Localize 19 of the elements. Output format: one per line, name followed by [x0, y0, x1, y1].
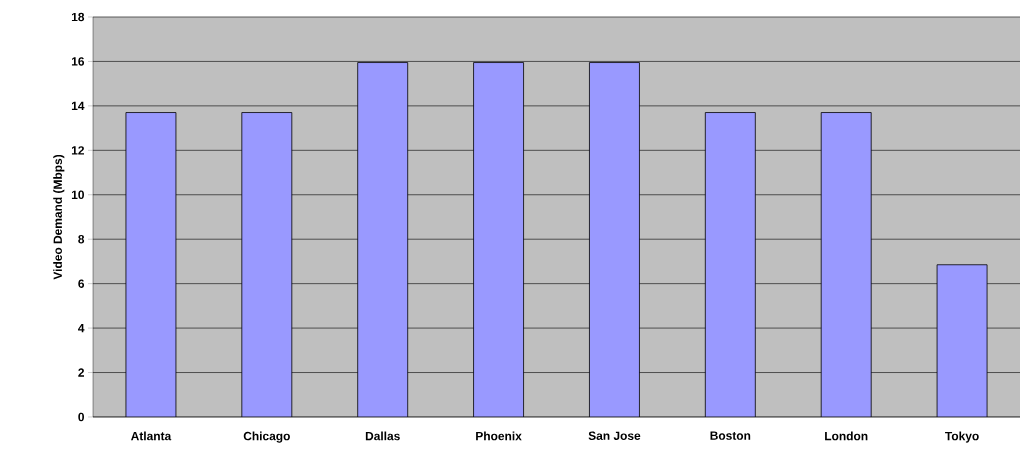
y-tick-label: 0 [78, 412, 84, 422]
x-tick-label: San Jose [588, 431, 641, 440]
y-tick-label: 6 [78, 279, 85, 288]
x-tick-label: Chicago [243, 431, 290, 443]
y-tick-label: 18 [71, 12, 85, 22]
x-tick-label: Boston [710, 431, 751, 440]
y-tick-label: 16 [71, 57, 85, 66]
y-axis-title: Video Demand (Mbps) [53, 154, 65, 280]
y-tick-label: 2 [78, 368, 85, 377]
y-tick-label: 10 [71, 190, 84, 199]
x-tick-label: Tokyo [945, 431, 979, 443]
y-tick-label: 8 [78, 234, 85, 244]
y-tick-label: 4 [78, 323, 85, 333]
x-tick-label: Dallas [365, 431, 400, 441]
x-tick-label: Atlanta [130, 431, 172, 441]
x-tick-label: Phoenix [476, 431, 522, 441]
y-tick-label: 14 [71, 101, 85, 110]
x-tick-label: London [825, 431, 868, 441]
y-tick-label: 12 [71, 146, 85, 155]
